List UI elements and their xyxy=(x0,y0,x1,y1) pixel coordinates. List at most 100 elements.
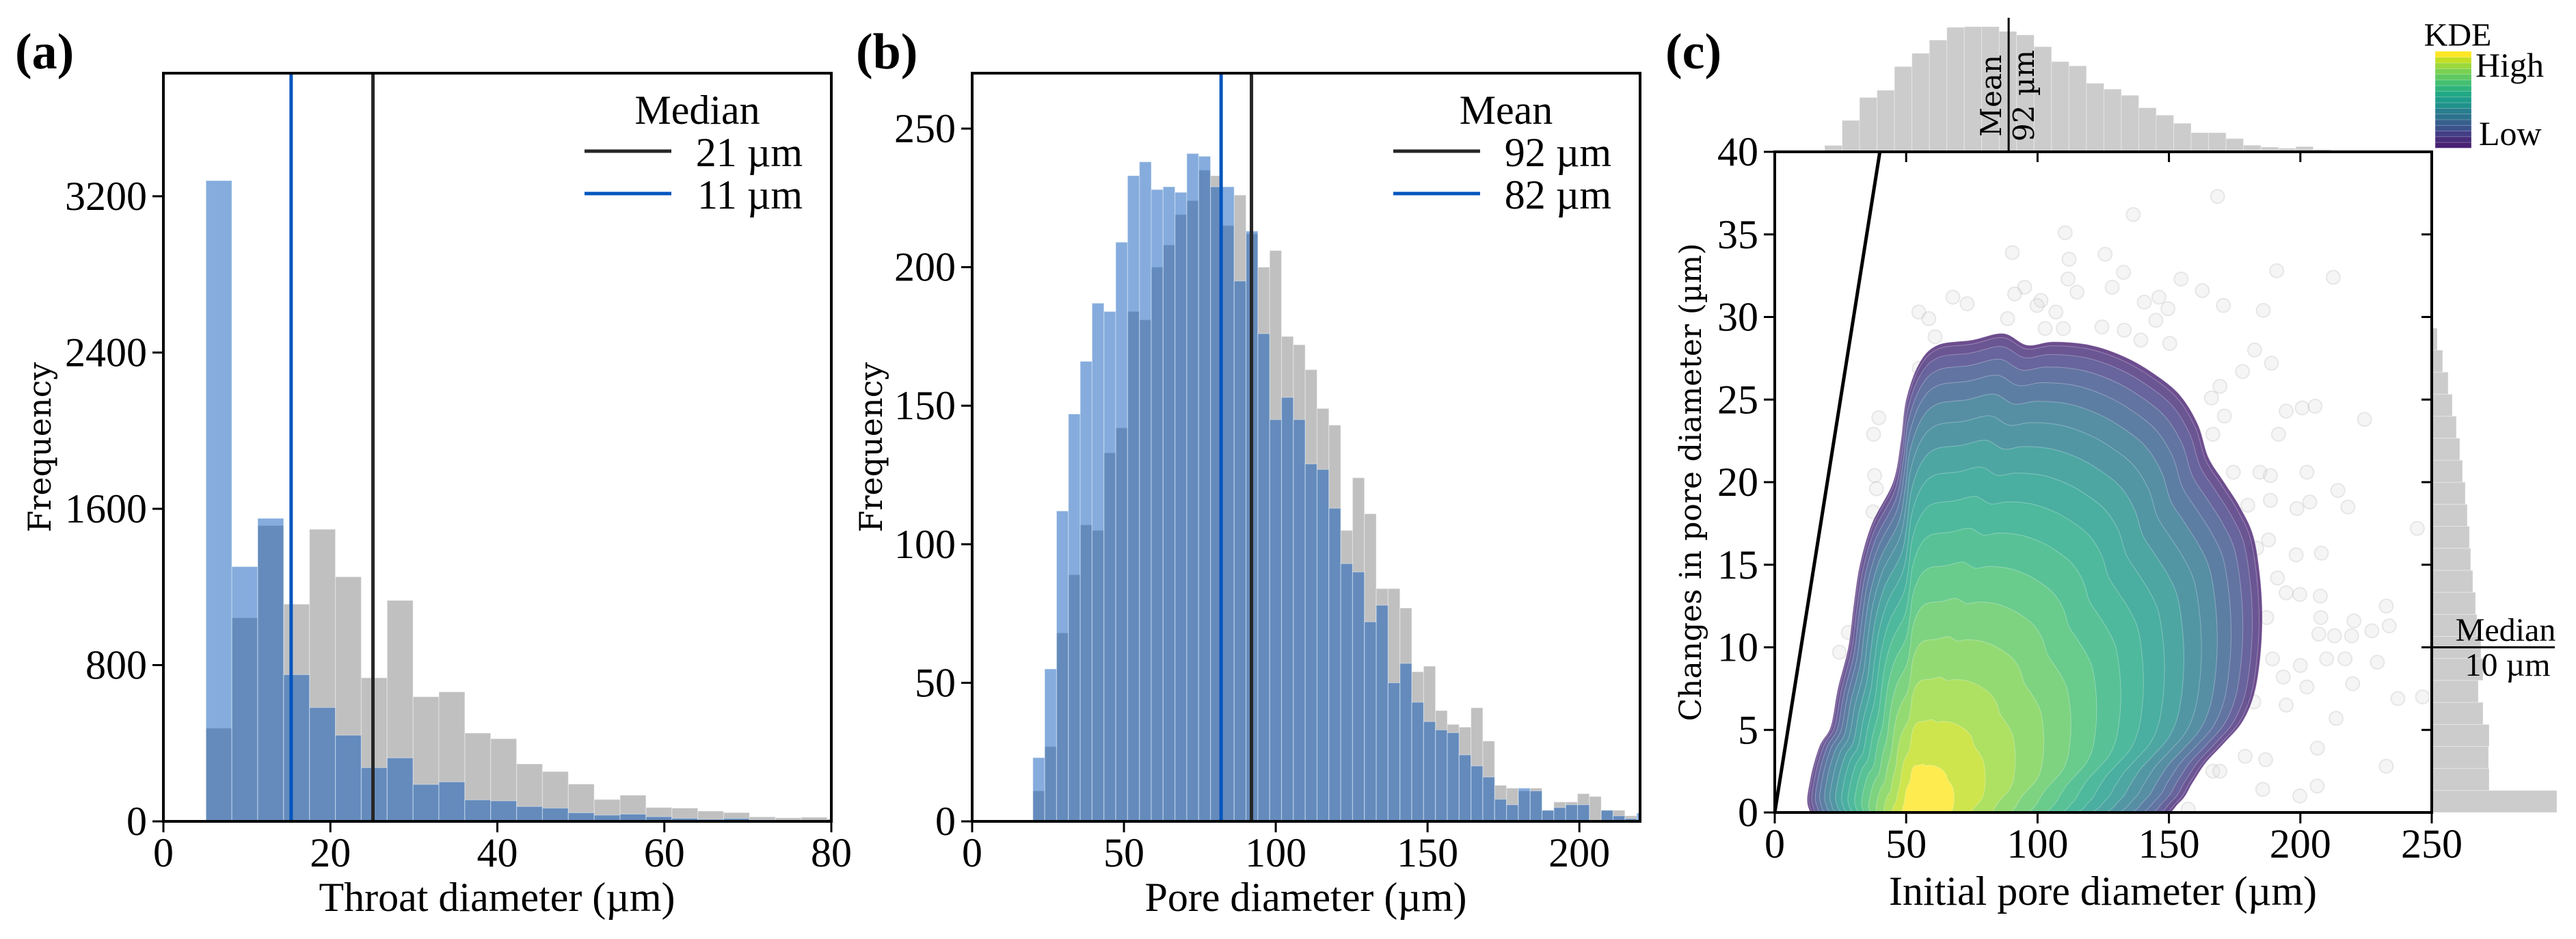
y-tick-label: 0 xyxy=(126,799,147,844)
histogram-bar-blue xyxy=(257,518,284,821)
scatter-point xyxy=(2378,598,2394,614)
histogram-bar-blue xyxy=(1162,186,1176,821)
y-axis-label: Changes in pore diameter (µm) xyxy=(1674,243,1708,721)
right-marginal-bar xyxy=(2431,548,2471,571)
scatter-point xyxy=(2288,547,2304,563)
scatter-point xyxy=(2162,336,2177,352)
scatter-point xyxy=(2069,285,2085,300)
scatter-point xyxy=(2299,679,2315,695)
histogram-bar-gray xyxy=(1529,787,1543,821)
histogram-bar-blue xyxy=(1091,302,1105,821)
kde-contour-level xyxy=(1901,763,1955,812)
scatter-point xyxy=(2346,613,2362,629)
histogram-bar-blue xyxy=(1577,804,1590,821)
legend-label: 21 µm xyxy=(696,130,803,175)
reference-line xyxy=(1775,152,1882,812)
top-marginal-bar xyxy=(1842,120,1860,153)
right-marginal-bar xyxy=(2431,460,2463,483)
colorbar-band xyxy=(2434,62,2472,69)
scatter-point xyxy=(2240,497,2255,513)
scatter-point xyxy=(2004,245,2020,261)
legend-title: Mean xyxy=(1460,88,1553,133)
y-tick-label: 50 xyxy=(915,660,956,705)
y-tick-label: 1600 xyxy=(65,486,147,531)
scatter-point xyxy=(2309,778,2325,794)
scatter-point xyxy=(2292,788,2308,804)
y-tick-label: 30 xyxy=(1717,295,1758,340)
top-marginal-bar xyxy=(1911,53,1930,153)
scatter-point xyxy=(2195,282,2210,298)
scatter-point xyxy=(2279,585,2294,600)
histogram-bar-blue xyxy=(1032,757,1045,821)
top-marginal-bar xyxy=(2156,114,2175,153)
scatter-point xyxy=(2370,654,2385,670)
histogram-bar-gray xyxy=(619,795,647,821)
histogram-bar-blue xyxy=(567,812,595,821)
scatter-point xyxy=(2017,280,2032,295)
histogram-bar-blue xyxy=(1068,413,1081,821)
scatter-point xyxy=(1911,304,1927,320)
scatter-point xyxy=(2313,588,2329,604)
y-tick-label: 40 xyxy=(1717,129,1758,174)
histogram-bar-blue xyxy=(1151,189,1164,821)
histogram-bar-blue xyxy=(1079,360,1093,821)
histogram-bar-gray xyxy=(205,728,232,821)
scatter-point xyxy=(2180,802,2196,812)
x-tick-label: 0 xyxy=(962,830,982,875)
colorbar-band xyxy=(2434,113,2472,120)
colorbar-band xyxy=(2434,142,2472,148)
right-marginal-bar xyxy=(2431,570,2473,593)
histogram-bar-gray xyxy=(1589,795,1602,821)
histogram-bar-blue xyxy=(1280,397,1294,821)
scatter-point xyxy=(2381,618,2397,634)
right-marginal-bar xyxy=(2431,768,2490,791)
histogram-bar-blue xyxy=(1056,510,1069,821)
top-marginal-bar xyxy=(1946,27,1965,153)
histogram-bar-blue xyxy=(1600,810,1614,821)
x-tick-label: 150 xyxy=(2138,821,2200,867)
y-tick-label: 2400 xyxy=(65,330,147,375)
histogram-bar-blue xyxy=(515,806,544,821)
right-marginal-histogram xyxy=(2424,328,2558,813)
scatter-point xyxy=(2235,364,2251,380)
colorbar-band xyxy=(2434,56,2472,64)
scatter-point xyxy=(2345,676,2361,691)
axes: 0 800 1600 2400 3200 0 20 40 60 80 xyxy=(65,72,852,875)
top-marginal-mean-value: 92 µm xyxy=(2007,50,2041,142)
scatter-point xyxy=(2151,289,2166,305)
scatter-point xyxy=(2337,651,2353,667)
panel-c-kde-scatter: 0 5 10 15 20 25 30 35 40 0 50 100 150 200 250 (c) Init… xyxy=(1665,17,2558,914)
y-tick-label: 3200 xyxy=(65,174,147,219)
x-tick-label: 50 xyxy=(1103,830,1144,875)
colorbar-band xyxy=(2434,90,2472,98)
top-marginal-bar xyxy=(2190,132,2210,153)
y-tick-label: 150 xyxy=(894,383,956,428)
colorbar-band xyxy=(2434,68,2472,75)
histogram-bar-blue xyxy=(1269,419,1283,821)
scatter-point xyxy=(2264,356,2279,371)
x-tick-label: 200 xyxy=(2270,821,2331,867)
x-tick-label: 200 xyxy=(1548,830,1610,875)
histogram-bar-blue xyxy=(283,674,310,821)
scatter-point xyxy=(1921,310,1937,326)
x-axis-label: Throat diameter (µm) xyxy=(319,875,675,920)
histogram-bar-blue xyxy=(1541,810,1555,821)
y-tick-label: 800 xyxy=(85,642,147,687)
legend-title: Median xyxy=(634,88,760,133)
scatter-point xyxy=(2329,711,2344,726)
scatter-point xyxy=(2294,400,2310,416)
histogram-bar-blue xyxy=(1482,776,1495,821)
histogram-bar-blue xyxy=(1044,668,1058,821)
legend-label: 82 µm xyxy=(1505,172,1611,217)
histogram-bar-gray xyxy=(438,691,466,821)
scatter-point xyxy=(2279,698,2294,713)
right-marginal-bar xyxy=(2431,724,2490,747)
colorbar-band xyxy=(2434,73,2472,81)
scatter-point xyxy=(2292,587,2308,603)
scatter-point xyxy=(1959,296,1975,312)
histogram-bar-blue xyxy=(1423,721,1436,821)
scatter-point xyxy=(2000,310,2015,326)
scatter-point xyxy=(2094,319,2110,334)
